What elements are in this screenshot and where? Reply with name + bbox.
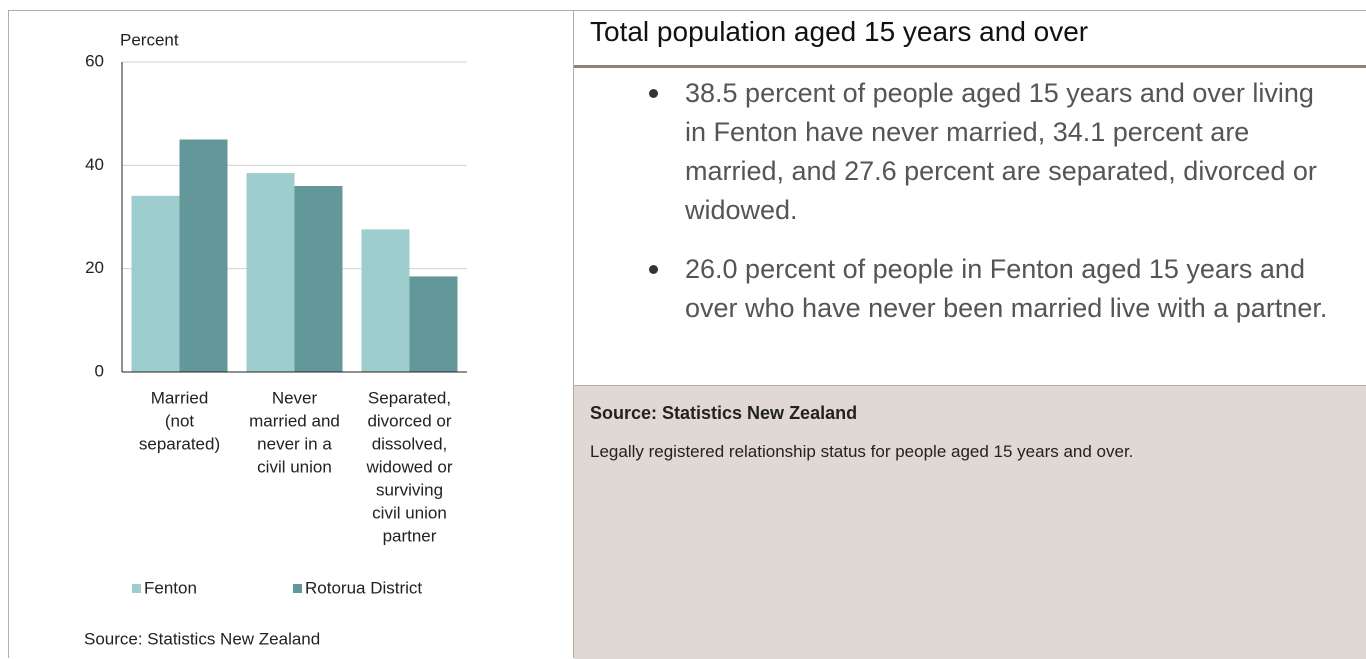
legend-swatch [132,584,141,593]
frame [8,10,1366,658]
x-tick-label: divorced or [367,411,451,430]
panel-title: Total population aged 15 years and over [590,16,1089,47]
chart-source: Source: Statistics New Zealand [84,629,320,648]
y-axis-label: Percent [120,30,179,49]
bullet-list: 38.5 percent of people aged 15 years and… [640,74,1340,348]
bar [361,229,410,372]
x-tick-label: never in a [257,434,332,453]
x-tick-label: Never [272,388,318,407]
x-tick-label: civil union [372,503,447,522]
y-tick-label: 40 [85,155,104,174]
x-tick-label: civil union [257,457,332,476]
bar [294,186,343,372]
legend-label: Fenton [144,578,197,597]
x-tick-label: (not [165,411,195,430]
bullet: 38.5 percent of people aged 15 years and… [640,74,1340,230]
x-tick-label: Married [151,388,209,407]
chart: Percent 0 20 40 60 Married (not separated) Never… [84,30,467,648]
footer-source: Source: Statistics New Zealand [590,403,858,423]
legend-swatch [293,584,302,593]
title-rule [574,65,1366,68]
x-tick-label: separated) [139,434,220,453]
x-tick-label: partner [383,526,437,545]
bar [179,139,228,372]
x-tick-label: surviving [376,480,443,499]
y-tick-label: 0 [95,361,104,380]
y-tick-label: 60 [85,51,104,70]
bar [131,195,180,372]
legend-label: Rotorua District [305,578,422,597]
y-tick-label: 20 [85,258,104,277]
footer-note: Legally registered relationship status f… [590,442,1134,461]
x-tick-label: dissolved, [372,434,448,453]
bar [409,276,458,372]
footer-box: Source: Statistics New Zealand Legally r… [574,385,1366,659]
x-tick-label: Separated, [368,388,451,407]
x-tick-label: widowed or [366,457,453,476]
bullet: 26.0 percent of people in Fenton aged 15… [640,250,1340,328]
x-tick-label: married and [249,411,340,430]
bar [246,173,295,372]
divider [573,10,574,658]
